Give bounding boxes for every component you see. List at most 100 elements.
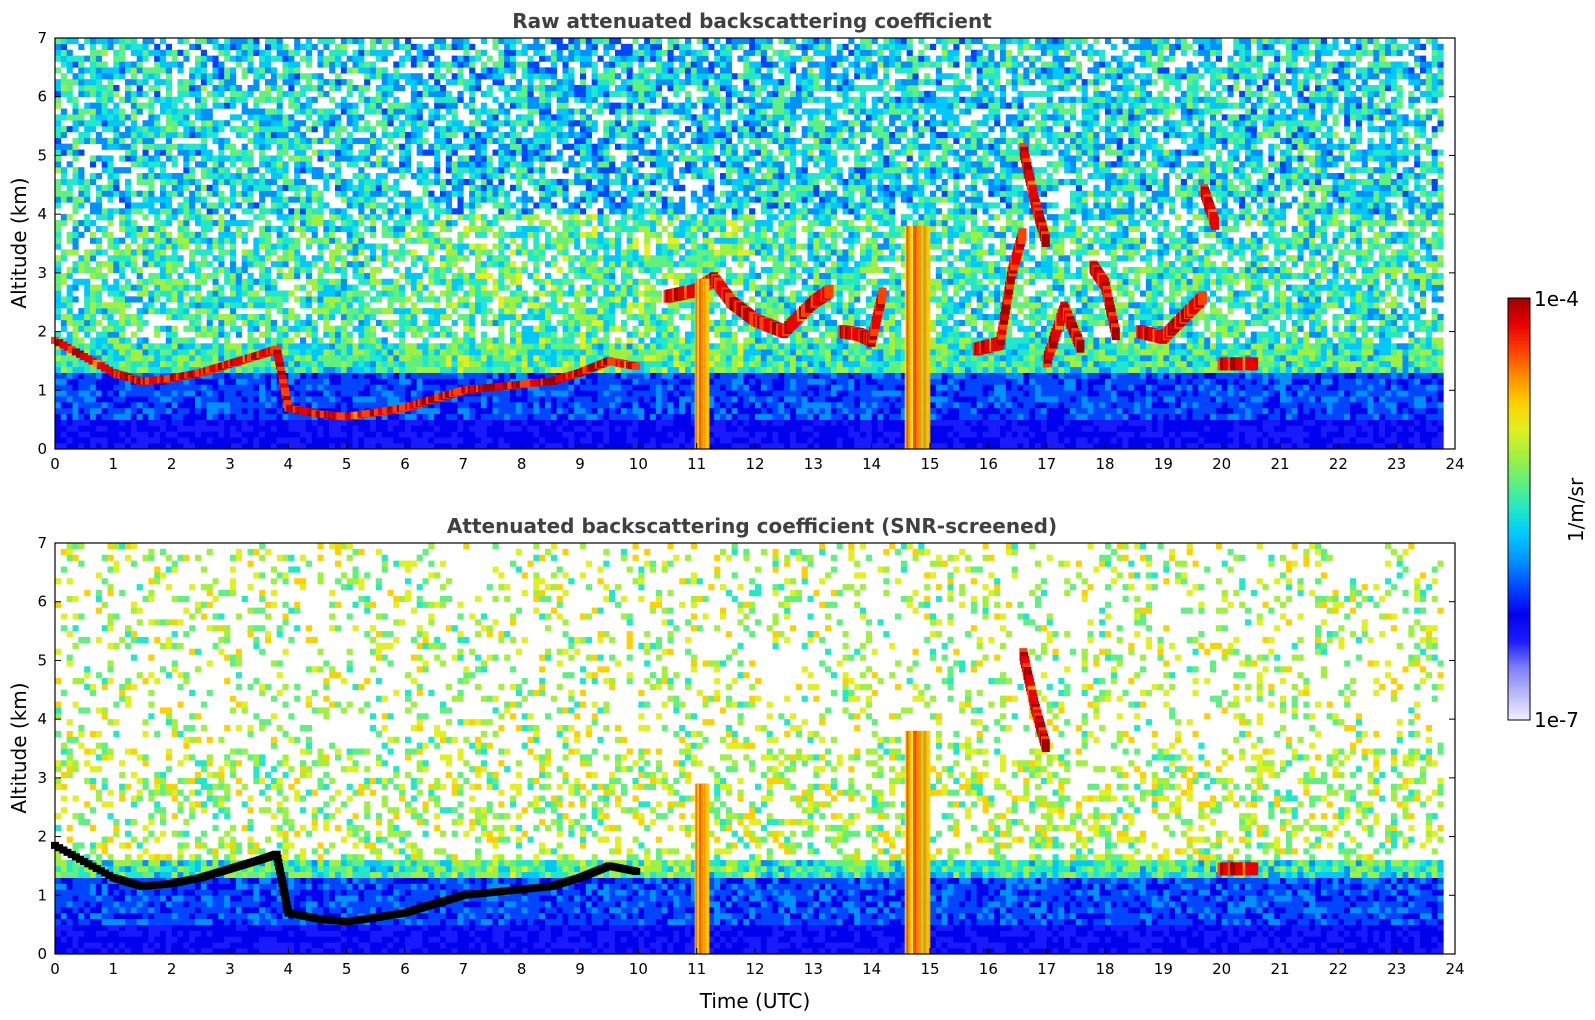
heatmap-cell xyxy=(248,179,254,185)
heatmap-cell xyxy=(242,232,248,238)
heatmap-cell xyxy=(294,267,300,273)
heatmap-cell xyxy=(137,103,143,109)
heatmap-cell xyxy=(148,103,154,109)
heatmap-cell xyxy=(166,144,172,150)
heatmap-cell xyxy=(224,396,230,402)
heatmap-cell xyxy=(341,197,347,203)
heatmap-cell xyxy=(253,244,259,250)
heatmap-cell xyxy=(84,426,90,432)
heatmap-cell xyxy=(154,150,160,156)
heatmap-cell xyxy=(323,367,329,373)
heatmap-cell xyxy=(119,214,125,220)
heatmap-cell xyxy=(148,226,154,232)
heatmap-cell xyxy=(67,302,73,308)
heatmap-cell xyxy=(125,384,131,390)
heatmap-cell xyxy=(131,132,137,138)
heatmap-cell xyxy=(125,144,131,150)
heatmap-cell xyxy=(55,44,61,50)
heatmap-cell xyxy=(166,208,172,214)
heatmap-cell xyxy=(288,185,294,191)
heatmap-cell xyxy=(55,373,61,379)
heatmap-cell xyxy=(90,173,96,179)
heatmap-cell xyxy=(84,384,90,390)
heatmap-cell xyxy=(318,343,324,349)
heatmap-cell xyxy=(329,267,335,273)
heatmap-cell xyxy=(78,267,84,273)
heatmap-cell xyxy=(277,202,283,208)
heatmap-cell xyxy=(154,402,160,408)
heatmap-cell xyxy=(148,279,154,285)
heatmap-cell xyxy=(259,91,265,97)
heatmap-cell xyxy=(166,261,172,267)
heatmap-cell xyxy=(102,185,108,191)
heatmap-cell xyxy=(323,332,329,338)
heatmap-cell xyxy=(242,367,248,373)
heatmap-cell xyxy=(347,355,353,361)
heatmap-cell xyxy=(353,396,359,402)
heatmap-cell xyxy=(160,220,166,226)
heatmap-cell xyxy=(178,173,184,179)
heatmap-cell xyxy=(271,443,277,449)
heatmap-cell xyxy=(370,379,376,385)
heatmap-cell xyxy=(183,144,189,150)
heatmap-cell xyxy=(137,443,143,449)
heatmap-cell xyxy=(113,185,119,191)
heatmap-cell xyxy=(230,197,236,203)
heatmap-cell xyxy=(201,361,207,367)
heatmap-cell xyxy=(189,431,195,437)
heatmap-cell xyxy=(236,155,242,161)
heatmap-cell xyxy=(90,273,96,279)
heatmap-cell xyxy=(195,61,201,67)
heatmap-cell xyxy=(364,185,370,191)
heatmap-cell xyxy=(189,150,195,156)
heatmap-cell xyxy=(265,44,271,50)
heatmap-cell xyxy=(248,396,254,402)
heatmap-cell xyxy=(358,296,364,302)
heatmap-cell xyxy=(55,150,61,156)
heatmap-cell xyxy=(230,114,236,120)
heatmap-cell xyxy=(67,267,73,273)
heatmap-cell xyxy=(259,384,265,390)
heatmap-cell xyxy=(67,91,73,97)
heatmap-cell xyxy=(119,97,125,103)
heatmap-cell xyxy=(102,67,108,73)
heatmap-cell xyxy=(224,384,230,390)
heatmap-cell xyxy=(242,431,248,437)
heatmap-cell xyxy=(283,349,289,355)
heatmap-cell xyxy=(318,367,324,373)
heatmap-cell xyxy=(160,255,166,261)
heatmap-cell xyxy=(312,349,318,355)
heatmap-cell xyxy=(61,144,67,150)
heatmap-cell xyxy=(119,349,125,355)
heatmap-cell xyxy=(294,79,300,85)
heatmap-cell xyxy=(312,167,318,173)
heatmap-cell xyxy=(131,402,137,408)
heatmap-cell xyxy=(218,326,224,332)
heatmap-cell xyxy=(148,396,154,402)
heatmap-cell xyxy=(102,191,108,197)
heatmap-cell xyxy=(166,296,172,302)
heatmap-cell xyxy=(195,290,201,296)
heatmap-cell xyxy=(253,384,259,390)
heatmap-cell xyxy=(224,314,230,320)
heatmap-cell xyxy=(341,126,347,132)
heatmap-cell xyxy=(323,314,329,320)
heatmap-cell xyxy=(84,396,90,402)
heatmap-cell xyxy=(248,443,254,449)
heatmap-cell xyxy=(125,79,131,85)
heatmap-cell xyxy=(148,191,154,197)
heatmap-cell xyxy=(288,138,294,144)
heatmap-cell xyxy=(230,38,236,44)
heatmap-cell xyxy=(294,390,300,396)
heatmap-cell xyxy=(341,349,347,355)
heatmap-cell xyxy=(323,420,329,426)
heatmap-cell xyxy=(113,261,119,267)
heatmap-cell xyxy=(73,296,79,302)
heatmap-cell xyxy=(364,255,370,261)
heatmap-cell xyxy=(195,249,201,255)
heatmap-cell xyxy=(102,73,108,79)
heatmap-cell xyxy=(166,355,172,361)
heatmap-cell xyxy=(259,50,265,56)
heatmap-cell xyxy=(294,285,300,291)
heatmap-cell xyxy=(242,108,248,114)
